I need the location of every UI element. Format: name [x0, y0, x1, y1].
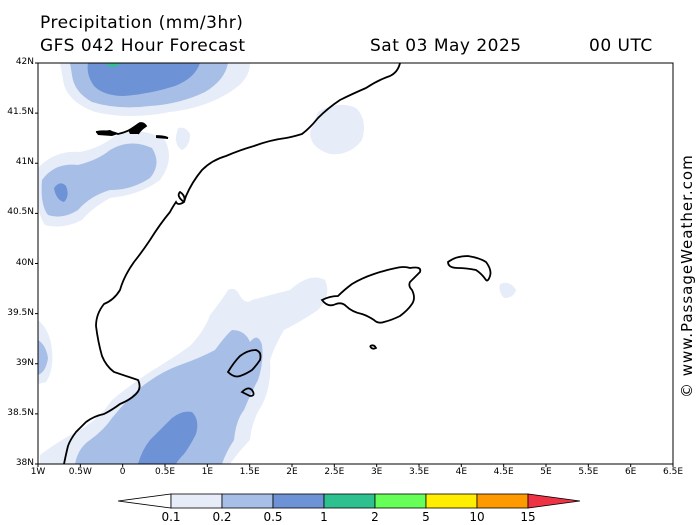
colorbar-swatch: [476, 493, 529, 509]
coast-islet-fill-3: [156, 136, 168, 139]
lon-tick-label: 3.5E: [409, 467, 429, 477]
lon-tick-label: 1W: [30, 467, 46, 477]
ebro-delta: [177, 190, 186, 203]
precip-area-west-heavy: [54, 183, 68, 202]
credit-watermark: © www.PassageWeather.com: [678, 154, 696, 398]
lat-tick-label: 41.5N: [7, 107, 34, 118]
precip-area-south-mid: [75, 330, 263, 464]
colorbar-swatch: [425, 493, 478, 509]
precip-area-north-heavy: [87, 63, 200, 96]
lon-tick-label: 0: [119, 467, 126, 477]
lat-tick-label: 42N: [15, 57, 34, 67]
precip-area-small-east: [499, 282, 516, 298]
colorbar-label: 5: [422, 510, 430, 524]
lat-tick-label: 39N: [15, 357, 34, 368]
colorbar-label: 10: [469, 510, 485, 524]
lon-tick-label: 2E: [286, 467, 298, 477]
lon-tick-label: 0.5W: [68, 467, 92, 477]
colorbar-swatch: [170, 493, 223, 509]
spain-coastline: [63, 63, 401, 464]
lat-tick-label: 40.5N: [7, 207, 34, 218]
colorbar-swatch: [272, 493, 325, 509]
lon-tick-label: 3E: [370, 467, 383, 477]
lon-tick-label: 5E: [540, 467, 552, 477]
lat-tick-label: 38N: [15, 458, 34, 468]
lat-tick-label: 38.5N: [7, 407, 34, 418]
colorbar-swatch: [221, 493, 274, 509]
lat-tick-label: 39.5N: [7, 307, 34, 318]
precip-area-north-green: [106, 63, 120, 67]
lon-tick-label: 1.5E: [239, 467, 260, 477]
ibiza-island: [226, 349, 262, 378]
lon-tick-label: 2.5E: [324, 467, 345, 477]
lon-tick-label: 6E: [624, 467, 637, 477]
title-model: GFS 042 Hour Forecast: [40, 36, 246, 56]
menorca-island: [447, 255, 492, 282]
precip-area-south-heavy: [138, 411, 198, 464]
colorbar-min-triangle: [117, 493, 172, 509]
colorbar-swatch: [374, 493, 427, 509]
mallorca-island: [320, 266, 422, 324]
colorbar-label: 0.2: [212, 510, 232, 524]
coast-islet-fill: [96, 130, 118, 136]
lat-tick-label: 41N: [15, 157, 34, 168]
tick-marks: [35, 62, 674, 467]
title-precipitation: Precipitation (mm/3hr): [40, 13, 244, 33]
title-date: Sat 03 May 2025: [370, 36, 522, 56]
lon-tick-label: 4.5E: [493, 467, 514, 477]
precip-area-edge-mid: [38, 340, 48, 375]
colorbar-swatch: [323, 493, 376, 509]
colorbar-max-triangle: [527, 493, 581, 509]
lon-tick-label: 0.5E: [155, 467, 175, 477]
title-time: 00 UTC: [589, 36, 653, 56]
precip-area-spot: [175, 127, 190, 150]
lat-tick-label: 40N: [15, 257, 34, 268]
precip-area-west-mid: [41, 143, 157, 217]
coast-islet-fill-2: [128, 122, 146, 134]
lon-tick-label: 1E: [201, 467, 214, 477]
colorbar: [117, 493, 581, 509]
islet-fills: [96, 122, 168, 139]
lon-tick-label: 4E: [455, 467, 468, 477]
precipitation-fields: [38, 63, 516, 464]
colorbar-label: 15: [520, 510, 536, 524]
lon-tick-label: 5.5E: [578, 467, 599, 477]
precip-area-east: [310, 104, 364, 155]
lon-tick-label: 6.5E: [663, 467, 683, 477]
formentera-island: [240, 387, 255, 397]
colorbar-label: 0.5: [263, 510, 283, 524]
colorbar-label: 0.1: [161, 510, 181, 524]
colorbar-label: 1: [320, 510, 328, 524]
colorbar-label: 2: [371, 510, 379, 524]
cabrera-island: [369, 344, 378, 350]
